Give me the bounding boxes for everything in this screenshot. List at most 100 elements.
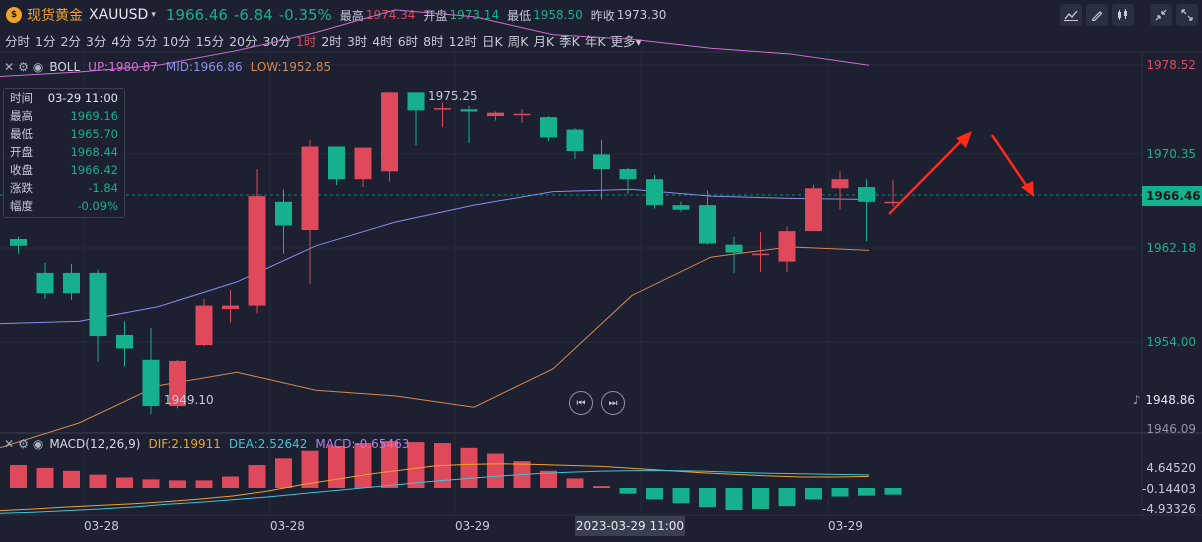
stat-prevclose-label: 昨收 xyxy=(590,8,615,23)
period-tab[interactable]: 分时 xyxy=(5,33,31,49)
boll-mid-value: MID:1966.86 xyxy=(165,60,243,74)
eye-icon[interactable]: ◉ xyxy=(32,437,44,451)
candle-body xyxy=(540,117,557,138)
info-row: 最低 1965.70 xyxy=(4,125,124,143)
period-tab[interactable]: 3分 xyxy=(85,33,107,49)
macd-axis-label: -4.93326 xyxy=(1142,502,1196,516)
period-tab[interactable]: 日K xyxy=(482,33,503,49)
period-tab[interactable]: 2时 xyxy=(321,33,342,49)
candle-body xyxy=(672,205,690,210)
info-row: 涨跌 -1.84 xyxy=(4,179,124,197)
macd-bar xyxy=(301,450,319,488)
macd-bar xyxy=(699,488,716,508)
macd-bar xyxy=(354,443,372,488)
x-axis-label: 03-28 xyxy=(270,519,305,533)
draw-pen-icon[interactable] xyxy=(1086,4,1108,26)
info-value: 1966.42 xyxy=(70,163,118,177)
candle-body xyxy=(222,305,239,309)
macd-bar xyxy=(407,442,425,488)
symbol-header: $ 现货黄金 XAUUSD ▾ 1966.46 -6.84 -0.35% 最高 … xyxy=(0,0,1202,30)
candle-body xyxy=(195,305,213,346)
boll-legend: ✕ ⚙ ◉ BOLL UP:1980.87 MID:1966.86 LOW:19… xyxy=(0,58,331,76)
candle-body xyxy=(725,244,743,253)
current-price-tag: 1966.46 xyxy=(1142,186,1202,206)
period-tab[interactable]: 6时 xyxy=(397,33,419,49)
price-axis-label: 1970.35 xyxy=(1146,147,1196,161)
period-tab[interactable]: 5分 xyxy=(136,33,158,49)
fullscreen-icon[interactable] xyxy=(1176,4,1198,26)
scroll-start-button[interactable]: ⏮ xyxy=(569,391,593,415)
period-tab[interactable]: 8时 xyxy=(423,33,444,49)
symbol-dropdown-icon[interactable]: ▾ xyxy=(151,10,156,20)
period-tab[interactable]: 20分 xyxy=(229,33,258,49)
candle-body xyxy=(619,169,637,180)
last-price-dot xyxy=(865,191,873,199)
settings-gear-icon[interactable]: ⚙ xyxy=(18,437,29,451)
period-tab[interactable]: 3时 xyxy=(346,33,368,49)
macd-bar xyxy=(566,478,584,488)
period-tab[interactable]: 月K xyxy=(533,33,555,49)
candle-body xyxy=(434,108,451,110)
info-label: 最高 xyxy=(10,109,33,123)
period-tab[interactable]: 4分 xyxy=(111,33,132,49)
macd-bar xyxy=(275,458,292,488)
period-tab[interactable]: 1时 xyxy=(295,33,317,49)
collapse-icon[interactable] xyxy=(1150,4,1172,26)
macd-legend: ✕ ⚙ ◉ MACD(12,26,9) DIF:2.19911 DEA:2.52… xyxy=(0,436,409,452)
period-tab[interactable]: 15分 xyxy=(195,33,225,49)
stat-low-label: 最低 xyxy=(507,8,532,23)
macd-bar xyxy=(593,486,610,488)
settings-gear-icon[interactable]: ⚙ xyxy=(18,60,29,74)
macd-bar xyxy=(142,479,160,488)
stat-prevclose-value: 1973.30 xyxy=(616,8,667,22)
candle-body xyxy=(831,179,849,189)
candle-body xyxy=(646,179,663,206)
red-arrow-up xyxy=(888,139,963,215)
last-price-glow xyxy=(861,187,877,203)
macd-bar xyxy=(619,488,637,494)
macd-dea-line xyxy=(0,470,870,514)
symbol-code[interactable]: XAUUSD xyxy=(89,7,149,23)
period-tab[interactable]: 1分 xyxy=(35,33,56,49)
bell-icon[interactable]: ♪ xyxy=(1132,393,1141,407)
macd-bar xyxy=(195,480,213,488)
line-chart-icon[interactable] xyxy=(1060,4,1082,26)
candle-type-icon[interactable] xyxy=(1112,4,1134,26)
candle-body xyxy=(805,188,822,232)
candle-body xyxy=(328,146,345,180)
period-tab[interactable]: 2分 xyxy=(60,33,81,49)
close-icon[interactable]: ✕ xyxy=(4,437,15,451)
info-label: 时间 xyxy=(10,91,33,105)
macd-bar xyxy=(116,477,133,488)
eye-icon[interactable]: ◉ xyxy=(32,60,44,74)
info-row: 收盘 1966.42 xyxy=(4,161,124,179)
candle-body xyxy=(36,272,54,294)
period-tab[interactable]: 更多▾ xyxy=(610,33,642,49)
period-tab[interactable]: 10分 xyxy=(162,33,191,49)
scroll-end-button[interactable]: ⏭ xyxy=(601,391,625,415)
candle-body xyxy=(354,147,372,180)
info-value: 1969.16 xyxy=(70,109,118,123)
macd-bar xyxy=(672,488,690,504)
price-axis-low-value: 1948.86 xyxy=(1145,393,1195,407)
symbol-name[interactable]: 现货黄金 xyxy=(27,8,83,24)
period-tab[interactable]: 12时 xyxy=(448,33,478,49)
period-tab[interactable]: 周K xyxy=(507,33,529,49)
info-row: 幅度 -0.09% xyxy=(4,197,124,215)
candle-info-box: 时间 03-29 11:00 最高 1969.16 最低 1965.70 开盘 1968.44… xyxy=(3,88,125,218)
macd-dea-value: DEA:2.52642 xyxy=(228,437,308,451)
macd-bar xyxy=(222,476,239,488)
stat-high-value: 1974.34 xyxy=(365,8,416,22)
period-tab[interactable]: 4时 xyxy=(372,33,393,49)
candle-body xyxy=(884,201,902,204)
price-axis-label: 1946.09 xyxy=(1146,422,1196,436)
candle-body xyxy=(513,113,531,116)
macd-bar xyxy=(10,465,27,488)
close-icon[interactable]: ✕ xyxy=(4,60,15,74)
period-tab[interactable]: 季K xyxy=(559,33,580,49)
candle-body xyxy=(301,146,319,230)
info-label: 收盘 xyxy=(10,163,33,177)
macd-bar xyxy=(831,488,849,497)
info-label: 幅度 xyxy=(10,199,33,213)
